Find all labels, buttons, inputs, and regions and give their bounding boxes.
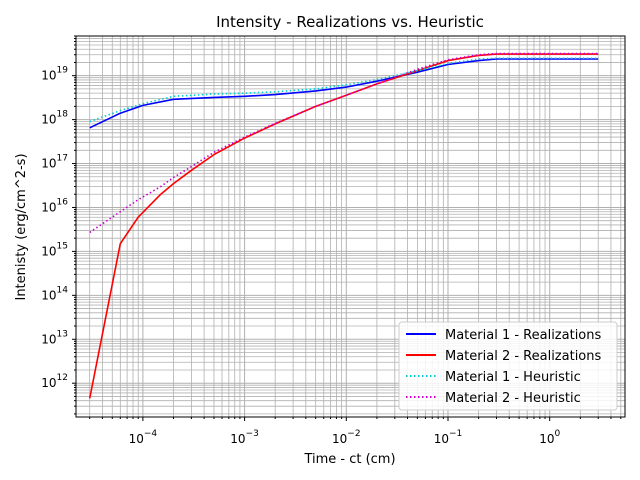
x-tick-labels: 10−4 10−3 10−2 10−1 100 [129,429,561,446]
legend: Material 1 - Realizations Material 2 - Re… [398,321,618,411]
y-axis-label: Intenisty (erg/cm^2-s) [14,153,29,300]
x-tick-label: 100 [539,429,560,446]
legend-label: Material 2 - Heuristic [445,391,581,406]
y-tick-label: 1012 [41,373,68,390]
y-tick-label: 1015 [41,241,68,258]
legend-box [398,321,618,411]
series-line-1 [89,58,599,129]
y-tick-label: 1017 [41,154,68,171]
y-tick-label: 1019 [41,66,68,83]
x-axis-label: Time - ct (cm) [303,452,395,467]
y-tick-label: 1014 [41,285,68,302]
legend-label: Material 2 - Realizations [445,349,602,364]
x-tick-label: 10−1 [434,429,463,446]
series-layer [88,52,599,399]
x-tick-label: 10−3 [230,429,259,446]
legend-label: Material 1 - Realizations [445,328,602,343]
major-gridlines [76,36,625,417]
y-tick-labels: 1012 1013 1014 1015 1016 1017 1018 1019 [41,66,68,391]
y-tick-label: 1018 [41,110,68,127]
y-tick-label: 1013 [41,329,68,346]
axis-ticks [72,35,622,421]
series-line-3 [89,57,599,123]
legend-label: Material 1 - Heuristic [445,370,581,385]
plot-frame [75,35,626,418]
x-tick-label: 10−2 [332,429,361,446]
y-tick-label: 1016 [41,197,68,214]
series-line-4 [89,52,599,234]
x-tick-label: 10−4 [129,429,158,446]
chart-title: Intensity - Realizations vs. Heuristic [216,13,484,31]
